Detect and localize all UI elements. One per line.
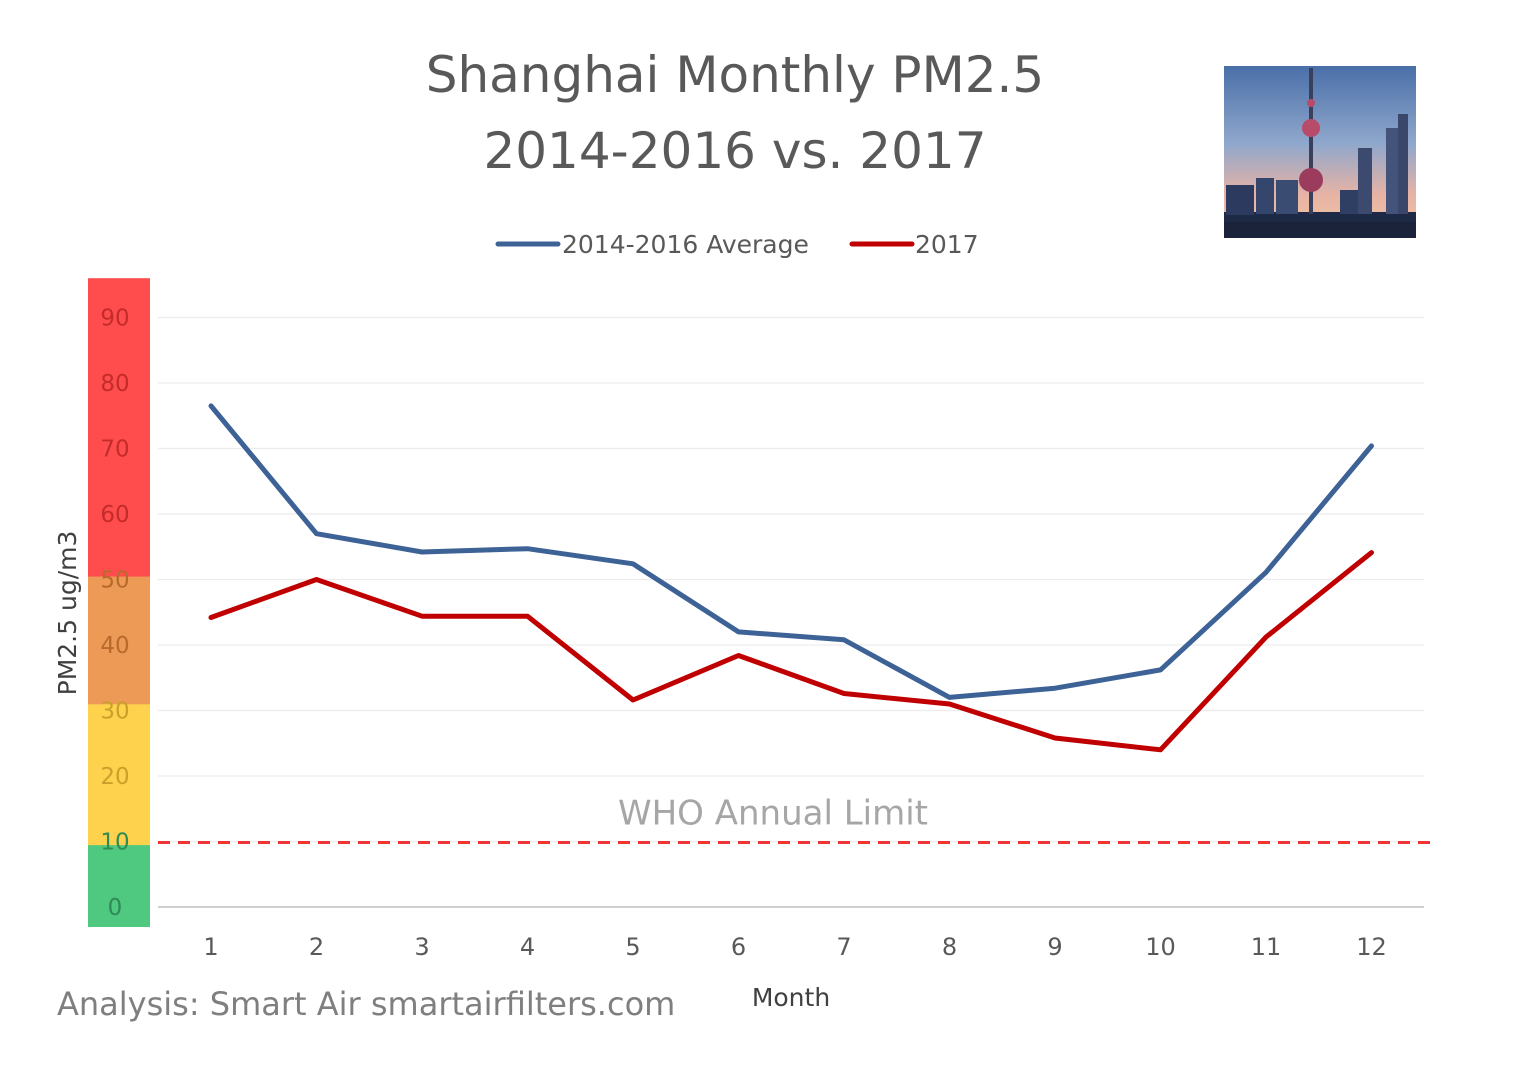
chart-title-line-1: Shanghai Monthly PM2.5 [426,46,1045,104]
x-tick-label: 11 [1251,933,1282,961]
legend-label-average: 2014-2016 Average [562,230,809,259]
gridlines [158,316,1424,908]
series-line-2017 [208,550,1374,753]
x-tick-label: 1 [203,933,218,961]
x-tick-label: 4 [520,933,535,961]
y-tick-label: 50 [100,568,129,594]
y-tick-labels: 0 10 20 30 40 50 60 70 80 90 [100,306,129,922]
aqi-band [88,278,150,577]
y-tick-label: 20 [100,764,129,790]
y-tick-label: 30 [100,699,129,725]
aqi-band [88,684,150,846]
x-tick-label: 6 [731,933,746,961]
series-line-average [208,403,1374,700]
legend-label-2017: 2017 [915,230,979,259]
chart-title-line-2: 2014-2016 vs. 2017 [483,122,986,180]
x-tick-label: 10 [1145,933,1176,961]
y-tick-label: 40 [100,633,129,659]
x-tick-label: 2 [309,933,324,961]
x-tick-label: 8 [942,933,957,961]
y-tick-label: 60 [100,502,129,528]
x-tick-label: 5 [625,933,640,961]
y-tick-label: 80 [100,371,129,397]
aqi-band [88,556,150,705]
legend: 2014-2016 Average 2017 [495,230,979,259]
x-axis-label: Month [752,983,830,1012]
y-tick-label: 70 [100,437,129,463]
source-footnote: Analysis: Smart Air smartairfilters.com [57,985,675,1023]
y-tick-label: 90 [100,306,129,332]
x-tick-label: 7 [836,933,851,961]
shanghai-skyline-photo [1224,66,1416,238]
x-tick-label: 3 [414,933,429,961]
y-axis-label: PM2.5 ug/m3 [53,531,82,696]
x-tick-label: 9 [1047,933,1062,961]
aqi-band-column [88,278,150,927]
x-tick-label: 12 [1356,933,1387,961]
y-tick-label: 0 [108,895,123,921]
x-tick-labels: 1 2 3 4 5 6 7 8 9 10 11 12 [203,933,1386,961]
y-tick-label: 10 [100,830,129,856]
who-limit-label: WHO Annual Limit [618,794,928,834]
